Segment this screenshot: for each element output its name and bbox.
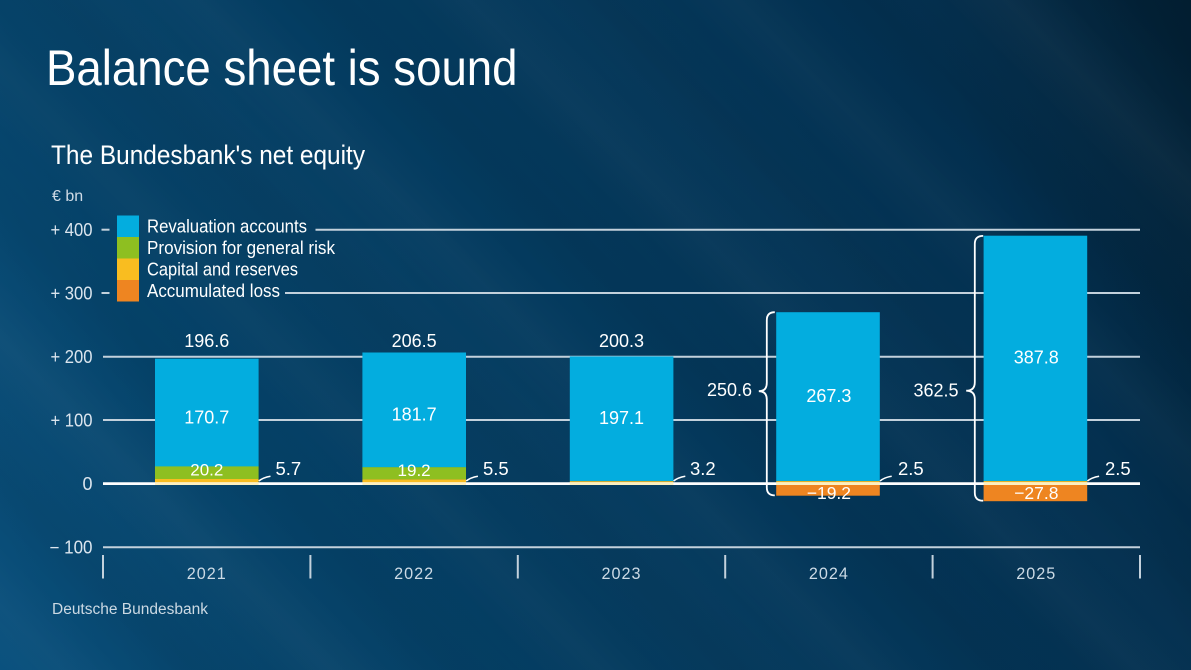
svg-text:267.3: 267.3 — [806, 386, 851, 406]
svg-text:19.2: 19.2 — [398, 461, 431, 480]
svg-text:+ 100: + 100 — [51, 410, 93, 430]
svg-text:2022: 2022 — [394, 565, 434, 583]
svg-text:250.6: 250.6 — [707, 380, 752, 400]
svg-text:5.5: 5.5 — [483, 458, 509, 479]
svg-text:+ 200: + 200 — [51, 347, 93, 367]
svg-text:196.6: 196.6 — [184, 331, 229, 351]
svg-text:2021: 2021 — [187, 565, 227, 583]
svg-text:362.5: 362.5 — [913, 381, 958, 401]
svg-text:3.2: 3.2 — [690, 458, 716, 479]
svg-text:197.1: 197.1 — [599, 408, 644, 428]
svg-text:206.5: 206.5 — [392, 331, 437, 351]
svg-text:€ bn: € bn — [52, 188, 83, 205]
svg-text:Revaluation accounts: Revaluation accounts — [147, 216, 307, 236]
svg-text:2.5: 2.5 — [1105, 458, 1131, 479]
svg-text:− 100: − 100 — [50, 538, 93, 558]
svg-text:170.7: 170.7 — [184, 408, 229, 428]
svg-text:2025: 2025 — [1016, 565, 1056, 583]
svg-text:−19.2: −19.2 — [807, 483, 851, 503]
svg-text:20.2: 20.2 — [190, 461, 223, 480]
svg-text:Accumulated loss: Accumulated loss — [147, 281, 280, 301]
svg-text:+ 300: + 300 — [51, 283, 93, 303]
svg-text:387.8: 387.8 — [1014, 347, 1059, 367]
svg-text:181.7: 181.7 — [392, 404, 437, 424]
svg-text:200.3: 200.3 — [599, 331, 644, 351]
svg-text:Provision for general risk: Provision for general risk — [147, 238, 336, 258]
svg-text:5.7: 5.7 — [276, 458, 302, 479]
svg-text:2.5: 2.5 — [898, 458, 924, 479]
svg-text:2024: 2024 — [809, 565, 849, 583]
svg-text:0: 0 — [82, 474, 92, 494]
svg-text:−27.8: −27.8 — [1014, 483, 1058, 503]
svg-text:Capital and reserves: Capital and reserves — [147, 259, 298, 279]
svg-text:+ 400: + 400 — [51, 220, 93, 240]
svg-text:2023: 2023 — [601, 565, 641, 583]
